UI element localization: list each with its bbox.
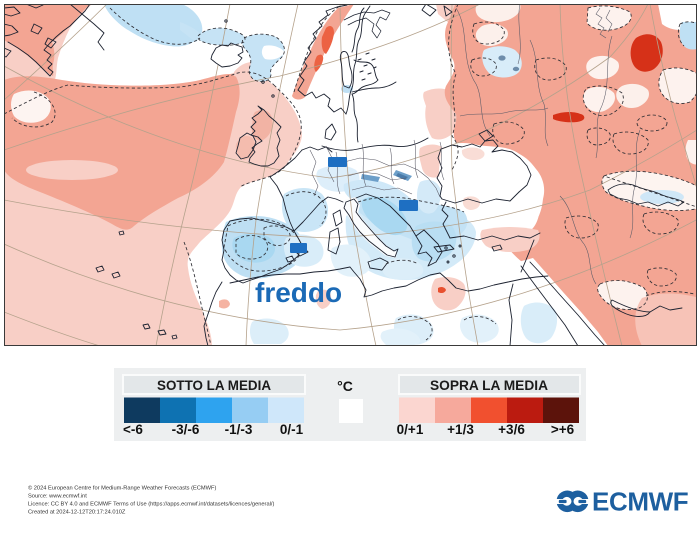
svg-text:Licence: CC BY 4.0 and ECMWF T: Licence: CC BY 4.0 and ECMWF Terms of Us… <box>28 502 274 508</box>
svg-text:SOPRA LA MEDIA: SOPRA LA MEDIA <box>430 377 548 393</box>
svg-text:ECMWF: ECMWF <box>592 487 688 517</box>
svg-text:freddo: freddo <box>255 277 342 308</box>
svg-text:>+6: >+6 <box>551 422 575 437</box>
svg-text:+1/3: +1/3 <box>447 422 474 437</box>
svg-text:-3/-6: -3/-6 <box>172 422 200 437</box>
svg-text:0/-1: 0/-1 <box>280 422 304 437</box>
svg-text:Created at 2024-12-12T20:17:24: Created at 2024-12-12T20:17:24.010Z <box>28 510 126 516</box>
svg-text:Source: www.ecmwf.int: Source: www.ecmwf.int <box>28 494 87 500</box>
svg-text:© 2024 European Centre for Med: © 2024 European Centre for Medium-Range … <box>28 485 216 492</box>
svg-text:°C: °C <box>337 378 353 394</box>
svg-text:+3/6: +3/6 <box>498 422 525 437</box>
svg-text:<-6: <-6 <box>123 422 143 437</box>
svg-text:-1/-3: -1/-3 <box>225 422 253 437</box>
svg-text:0/+1: 0/+1 <box>397 422 424 437</box>
svg-text:SOTTO LA MEDIA: SOTTO LA MEDIA <box>157 377 271 393</box>
